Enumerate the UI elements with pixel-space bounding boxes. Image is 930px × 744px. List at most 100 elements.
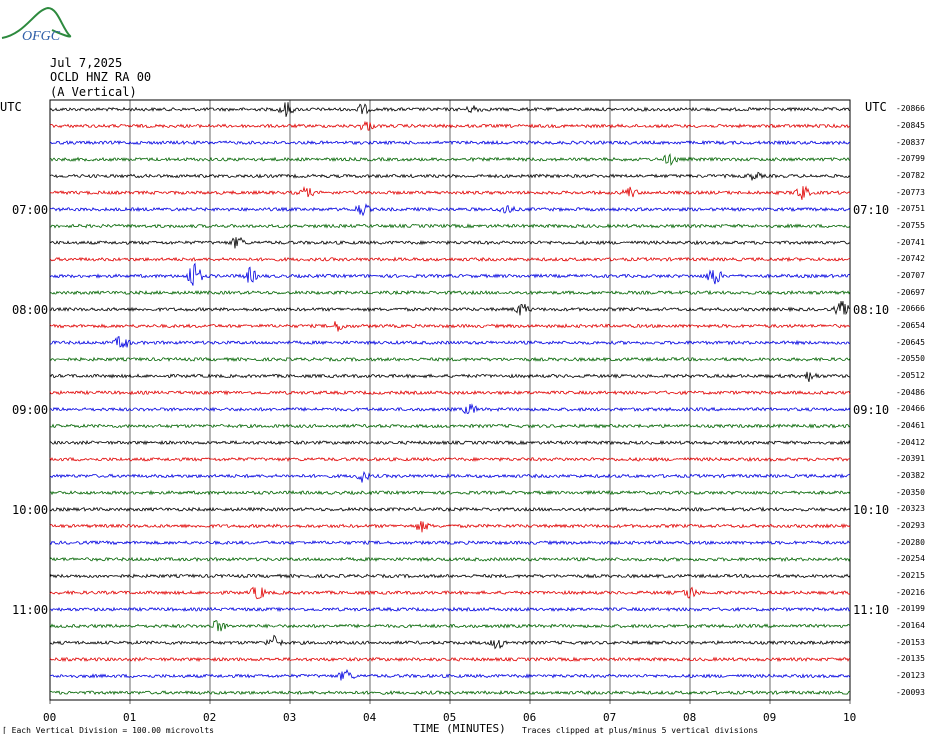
- scale-text: Each Vertical Division = 100.00 microvol…: [11, 726, 214, 735]
- right-time-label: 08:10: [853, 303, 890, 317]
- trace-offset-label: -20741: [896, 237, 925, 247]
- seismic-trace: [49, 289, 851, 296]
- seismic-trace: [49, 556, 851, 563]
- scale-icon: ⌈: [2, 726, 7, 735]
- right-time-label: 07:10: [853, 203, 890, 217]
- trace-offset-label: -20164: [896, 621, 925, 630]
- x-tick-label: 10: [843, 711, 857, 724]
- seismic-trace: [49, 301, 851, 316]
- seismic-trace: [49, 539, 851, 546]
- seismic-trace: [49, 471, 850, 483]
- component-label: (A Vertical): [50, 85, 137, 99]
- trace-offset-label: -20123: [896, 671, 925, 680]
- trace-offset-label: -20093: [896, 687, 925, 697]
- logo-text: OFGC: [22, 29, 61, 44]
- seismic-trace: [49, 456, 851, 463]
- seismic-trace: [49, 223, 851, 229]
- seismic-trace: [49, 439, 851, 446]
- seismic-trace: [49, 236, 851, 249]
- seismic-trace: [49, 586, 851, 600]
- left-time-label: 10:00: [12, 503, 49, 517]
- trace-offset-label: -20215: [896, 571, 925, 580]
- seismic-trace: [49, 689, 850, 696]
- seismic-trace: [49, 139, 851, 146]
- trace-offset-label: -20773: [896, 187, 925, 197]
- left-time-label: 09:00: [12, 403, 49, 417]
- trace-offset-label: -20697: [896, 287, 925, 297]
- seismic-trace: [49, 634, 851, 650]
- logo-mountain-icon: [1, 6, 72, 39]
- trace-offset-label: -20216: [896, 587, 925, 597]
- trace-offset-label: -20350: [896, 487, 925, 497]
- seismic-trace: [49, 153, 851, 167]
- right-timezone-label: UTC: [865, 100, 887, 114]
- left-time-label: 08:00: [12, 303, 49, 317]
- trace-offset-label: -20280: [896, 537, 925, 547]
- seismic-trace: [49, 185, 851, 200]
- scale-note: ⌈ Each Vertical Division = 100.00 microv…: [2, 726, 214, 735]
- trace-offset-label: -20461: [896, 421, 925, 430]
- trace-offset-label: -20782: [896, 171, 925, 180]
- left-time-label: 07:00: [12, 203, 49, 217]
- x-tick-label: 00: [43, 711, 57, 724]
- trace-offset-label: -20254: [896, 554, 925, 564]
- seismic-trace: [49, 102, 851, 117]
- trace-offset-label: -20845: [896, 121, 925, 130]
- seismic-trace: [49, 203, 851, 217]
- trace-offset-label: -20837: [896, 137, 925, 147]
- seismic-trace: [49, 656, 851, 663]
- seismic-trace: [49, 120, 851, 131]
- x-tick-label: 03: [283, 711, 297, 724]
- trace-offset-label: -20645: [896, 337, 925, 347]
- clip-note: Traces clipped at plus/minus 5 vertical …: [522, 726, 759, 735]
- trace-offset-label: -20135: [896, 654, 925, 664]
- seismic-trace: [49, 489, 851, 496]
- trace-offset-label: -20466: [896, 404, 925, 414]
- x-tick-label: 09: [763, 711, 777, 724]
- seismic-trace: [49, 619, 851, 632]
- right-time-label: 10:10: [853, 503, 890, 517]
- trace-offset-label: -20799: [896, 154, 925, 164]
- trace-offset-label: -20755: [896, 221, 925, 230]
- right-time-label: 11:10: [853, 603, 890, 617]
- seismic-trace: [49, 668, 851, 681]
- x-axis-label: TIME (MINUTES): [413, 722, 506, 735]
- recording-date: Jul 7,2025: [50, 56, 123, 70]
- trace-offset-label: -20707: [896, 271, 925, 280]
- seismic-trace: [49, 506, 851, 512]
- ofgc-logo: OFGC: [1, 6, 72, 44]
- seismic-trace: [49, 256, 851, 263]
- seismic-trace: [49, 262, 851, 286]
- seismic-trace: [49, 423, 851, 429]
- seismic-trace: [49, 606, 851, 613]
- trace-offset-label: -20199: [896, 604, 925, 614]
- seismic-trace: [49, 171, 851, 181]
- x-tick-label: 02: [203, 711, 217, 724]
- right-time-label: 09:10: [853, 403, 890, 417]
- seismic-trace: [49, 389, 851, 396]
- seismic-trace: [49, 403, 851, 415]
- station-code: OCLD HNZ RA 00: [50, 70, 152, 84]
- trace-offset-label: -20382: [896, 471, 925, 480]
- trace-offset-label: -20293: [896, 521, 925, 530]
- trace-offset-label: -20654: [896, 321, 925, 330]
- trace-offset-label: -20323: [896, 504, 925, 514]
- trace-offset-label: -20391: [896, 454, 925, 464]
- trace-offset-label: -20866: [896, 104, 925, 114]
- trace-offset-label: -20550: [896, 354, 925, 364]
- trace-offset-label: -20751: [896, 204, 925, 214]
- trace-offset-label: -20666: [896, 304, 925, 314]
- x-tick-label: 04: [363, 711, 377, 724]
- trace-offset-label: -20742: [896, 254, 925, 264]
- seismic-trace: [49, 573, 851, 579]
- trace-offset-label: -20486: [896, 387, 925, 397]
- x-tick-label: 07: [603, 711, 617, 724]
- left-timezone-label: UTC: [0, 100, 22, 114]
- trace-offset-label: -20512: [896, 371, 925, 380]
- seismic-trace: [49, 356, 851, 363]
- x-tick-label: 01: [123, 711, 137, 724]
- seismic-trace: [49, 336, 851, 348]
- seismic-trace: [49, 371, 851, 383]
- trace-offset-label: -20153: [896, 637, 925, 647]
